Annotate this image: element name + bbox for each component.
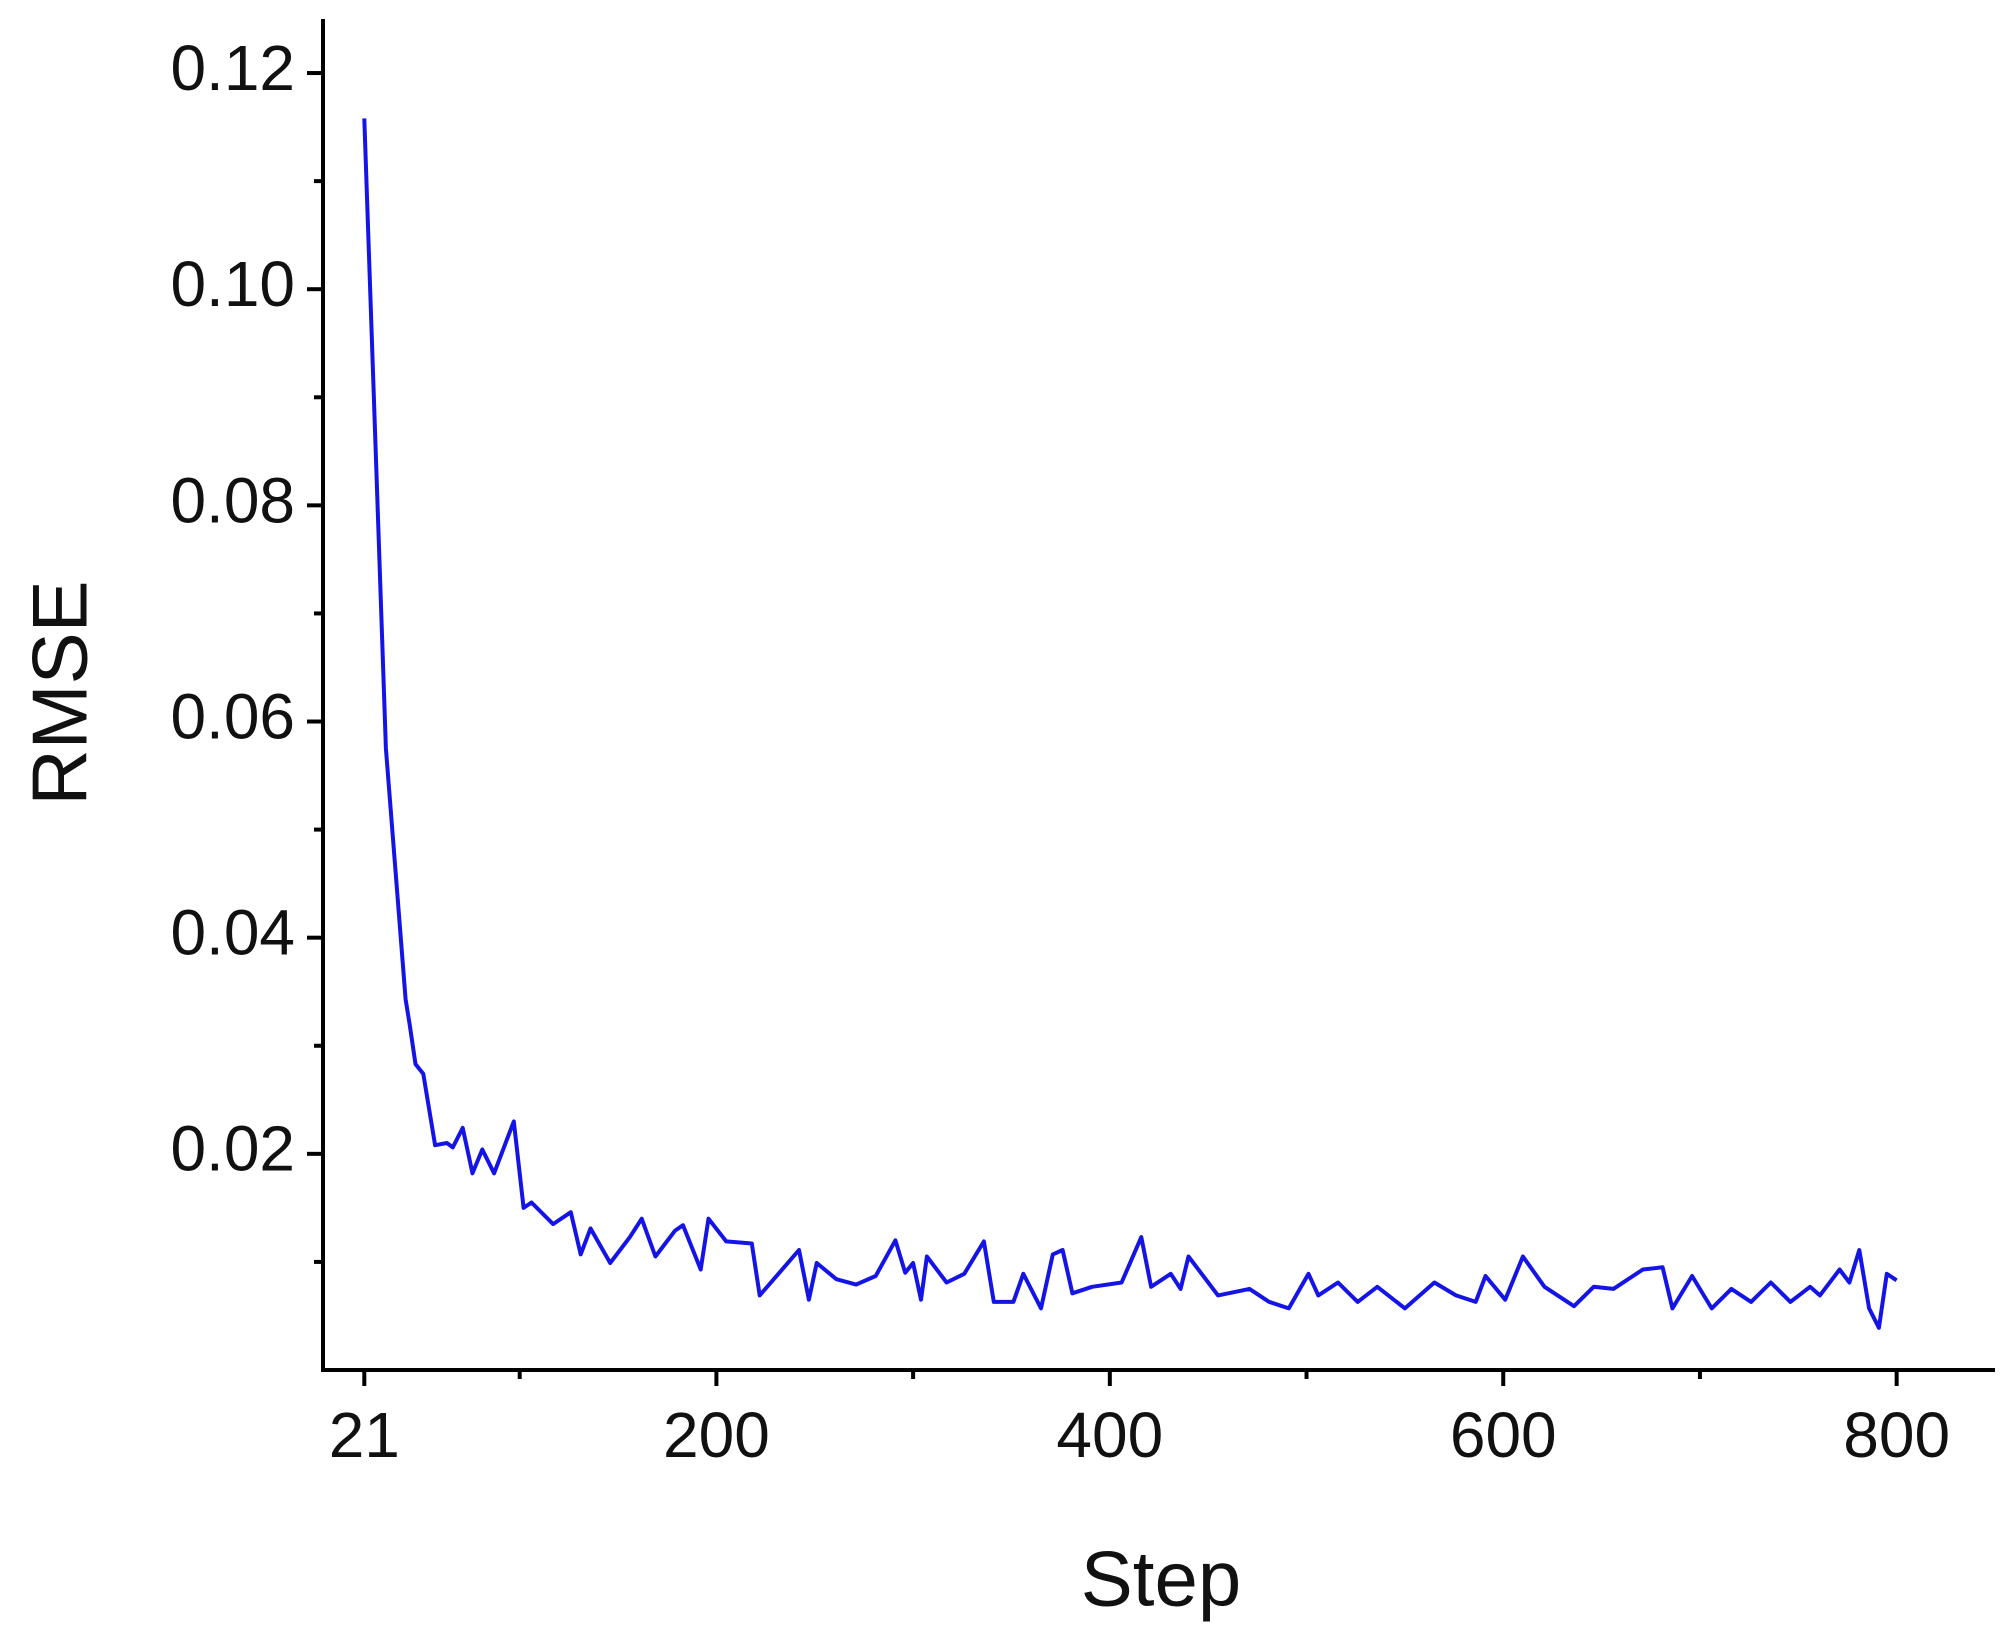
x-tick-label: 200 bbox=[663, 1399, 770, 1471]
y-tick-label: 0.08 bbox=[170, 464, 295, 536]
y-tick-label: 0.02 bbox=[170, 1113, 295, 1185]
x-tick-label: 21 bbox=[329, 1399, 400, 1471]
y-tick-label: 0.10 bbox=[170, 248, 295, 320]
y-tick-label: 0.06 bbox=[170, 680, 295, 752]
y-tick-label: 0.12 bbox=[170, 32, 295, 104]
y-axis-title: RMSE bbox=[16, 580, 104, 805]
x-axis-title: Step bbox=[1081, 1535, 1241, 1623]
x-tick-label: 600 bbox=[1450, 1399, 1557, 1471]
y-tick-label: 0.04 bbox=[170, 897, 295, 969]
x-tick-label: 400 bbox=[1056, 1399, 1163, 1471]
data-line bbox=[362, 118, 1898, 1330]
x-tick-label: 800 bbox=[1843, 1399, 1950, 1471]
